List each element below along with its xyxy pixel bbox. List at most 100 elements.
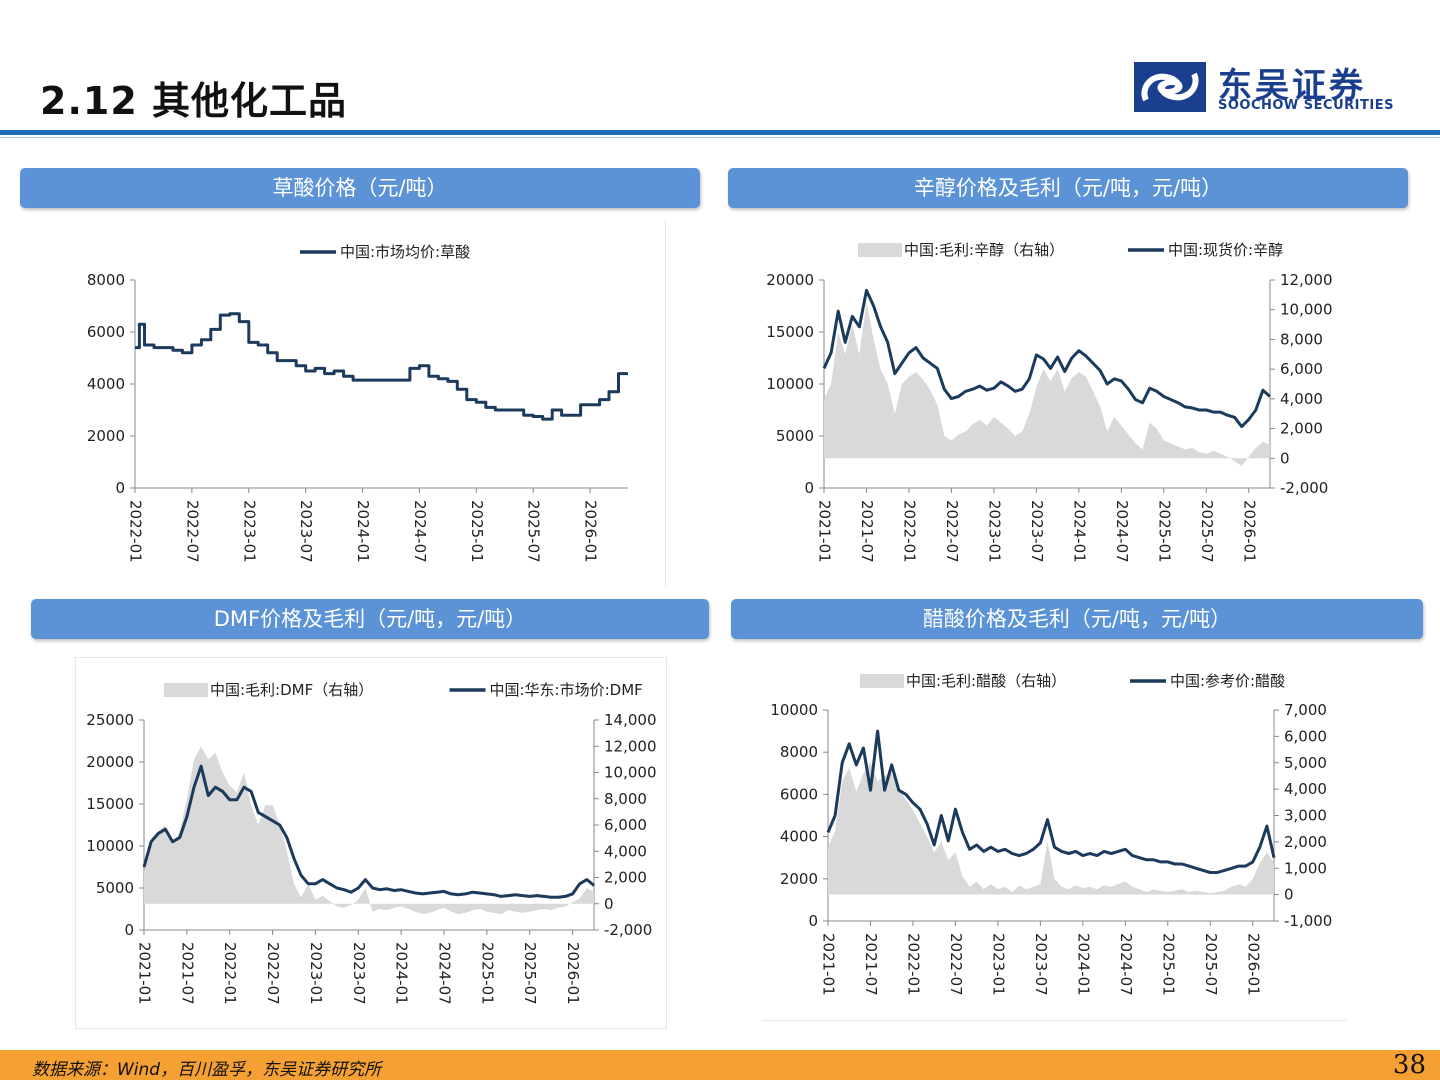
x-tick-label: 2022-01 (127, 500, 145, 563)
y2-tick-label: -2,000 (604, 921, 652, 939)
x-tick-label: 2024-01 (1070, 500, 1088, 563)
x-tick-label: 2023-07 (1028, 500, 1046, 563)
panel-header-octanol: 辛醇价格及毛利（元/吨，元/吨） (728, 168, 1408, 208)
x-tick-label: 2022-07 (183, 500, 201, 563)
y2-tick-label: 12,000 (604, 737, 657, 755)
y-tick-label: 6000 (780, 785, 818, 803)
y2-tick-label: 2,000 (1280, 420, 1323, 438)
chart-oxalic: 中国:市场均价:草酸 0 2000 4000 6000 8000 2022-01 2022-0… (60, 220, 666, 586)
x-tick-label: 2021-01 (820, 933, 838, 996)
x-tick-label: 2023-07 (297, 500, 315, 563)
footer-bar: 数据来源：Wind，百川盈孚，东吴证券研究所 38 (0, 1050, 1440, 1080)
x-tick-label: 2023-01 (989, 933, 1007, 996)
legend-label: 中国:毛利:辛醇（右轴） (904, 241, 1064, 259)
y2-tick-label: 0 (1284, 886, 1294, 904)
x-tick-label: 2024-07 (1117, 933, 1135, 996)
y2-tick-label: 8,000 (604, 790, 647, 808)
x-tick-label: 2021-07 (858, 500, 876, 563)
panel-header-oxalic: 草酸价格（元/吨） (20, 168, 700, 208)
y2-tick-label: 0 (1280, 449, 1290, 467)
x-tick-label: 2023-07 (350, 942, 368, 1005)
y-tick-label: 10000 (86, 837, 134, 855)
logo-mark-icon (1134, 62, 1206, 112)
x-tick-label: 2024-07 (1113, 500, 1131, 563)
x-tick-label: 2024-07 (411, 500, 429, 563)
y-tick-label: 20000 (86, 753, 134, 771)
series-area-margin (828, 762, 1274, 895)
legend-label: 中国:参考价:醋酸 (1170, 672, 1285, 690)
chart-oxalic-svg: 中国:市场均价:草酸 0 2000 4000 6000 8000 2022-01 2022-0… (87, 243, 628, 563)
y-tick-label: 4000 (87, 375, 125, 393)
y2-tick-label: 6,000 (1280, 360, 1323, 378)
x-tick-label: 2025-01 (1155, 500, 1173, 563)
page-number: 38 (1392, 1050, 1426, 1080)
panel-header-acetic: 醋酸价格及毛利（元/吨，元/吨） (731, 599, 1423, 639)
title-divider (0, 130, 1440, 135)
legend-label: 中国:毛利:DMF（右轴） (210, 681, 373, 699)
x-tick-label: 2025-01 (1159, 933, 1177, 996)
legend-swatch-area (164, 683, 208, 697)
y2-tick-label: 7,000 (1284, 701, 1327, 719)
x-tick-label: 2025-07 (1198, 500, 1216, 563)
y2-tick-label: 8,000 (1280, 330, 1323, 348)
y2-tick-label: 4,000 (1280, 390, 1323, 408)
y2-tick-label: -1,000 (1284, 912, 1332, 930)
x-tick-label: 2024-01 (354, 500, 372, 563)
x-tick-label: 2023-01 (985, 500, 1003, 563)
y2-tick-label: 6,000 (604, 816, 647, 834)
y-tick-label: 25000 (86, 711, 134, 729)
y2-tick-label: 12,000 (1280, 271, 1333, 289)
chart-octanol-svg: 中国:毛利:辛醇（右轴） 中国:现货价:辛醇 0 5000 10000 15000 2000… (766, 241, 1333, 563)
y2-tick-label: 3,000 (1284, 807, 1327, 825)
y-tick-label: 5000 (776, 427, 814, 445)
chart-acetic: 中国:毛利:醋酸（右轴） 中国:参考价:醋酸 0 2000 4000 6000 8000 10… (762, 650, 1346, 1021)
legend-label: 中国:市场均价:草酸 (340, 243, 470, 261)
logo-text-cn: 东吴证券 (1218, 66, 1366, 106)
y2-tick-label: 4,000 (604, 842, 647, 860)
x-tick-label: 2025-01 (478, 942, 496, 1005)
y-tick-label: 4000 (780, 828, 818, 846)
x-tick-label: 2022-01 (904, 933, 922, 996)
y2-tick-label: 10,000 (604, 764, 657, 782)
y-tick-label: 5000 (96, 879, 134, 897)
y2-tick-label: 1,000 (1284, 859, 1327, 877)
x-tick-label: 2022-01 (221, 942, 239, 1005)
x-tick-label: 2022-01 (900, 500, 918, 563)
series-line-price (826, 729, 1276, 874)
x-tick-label: 2022-07 (947, 933, 965, 996)
y-tick-label: 8000 (87, 271, 125, 289)
y-tick-label: 2000 (87, 427, 125, 445)
legend-label: 中国:毛利:醋酸（右轴） (906, 672, 1066, 690)
x-tick-label: 2022-07 (943, 500, 961, 563)
x-tick-label: 2025-01 (468, 500, 486, 563)
y2-tick-label: 2,000 (1284, 833, 1327, 851)
y-tick-label: 2000 (780, 870, 818, 888)
x-tick-label: 2024-01 (1074, 933, 1092, 996)
series-line-price (822, 288, 1271, 429)
x-tick-label: 2024-07 (436, 942, 454, 1005)
legend-label: 中国:现货价:辛醇 (1168, 241, 1283, 259)
y2-tick-label: 14,000 (604, 711, 657, 729)
x-tick-label: 2026-01 (582, 500, 600, 563)
y2-tick-label: 4,000 (1284, 780, 1327, 798)
panel-header-dmf: DMF价格及毛利（元/吨，元/吨） (31, 599, 709, 639)
series-line-price (142, 764, 595, 899)
x-tick-label: 2025-07 (1202, 933, 1220, 996)
y2-tick-label: 6,000 (1284, 727, 1327, 745)
y-tick-label: 10000 (770, 701, 818, 719)
chart-dmf-svg: 中国:毛利:DMF（右轴） 中国:华东:市场价:DMF 0 5000 10000 1500… (86, 681, 657, 1005)
logo-text-en: SOOCHOW SECURITIES (1218, 98, 1394, 113)
source-note: 数据来源：Wind，百川盈孚，东吴证券研究所 (32, 1060, 382, 1080)
title-divider-thin (0, 137, 1440, 138)
y-tick-label: 0 (124, 921, 134, 939)
x-tick-label: 2021-01 (816, 500, 834, 563)
y-tick-label: 15000 (86, 795, 134, 813)
x-tick-label: 2023-01 (307, 942, 325, 1005)
x-tick-label: 2022-07 (264, 942, 282, 1005)
y-tick-label: 0 (804, 479, 814, 497)
y-tick-label: 6000 (87, 323, 125, 341)
company-logo: 东吴证券 SOOCHOW SECURITIES (1130, 58, 1410, 116)
y2-tick-label: -2,000 (1280, 479, 1328, 497)
series-area-margin (824, 302, 1270, 466)
x-tick-label: 2026-01 (564, 942, 582, 1005)
